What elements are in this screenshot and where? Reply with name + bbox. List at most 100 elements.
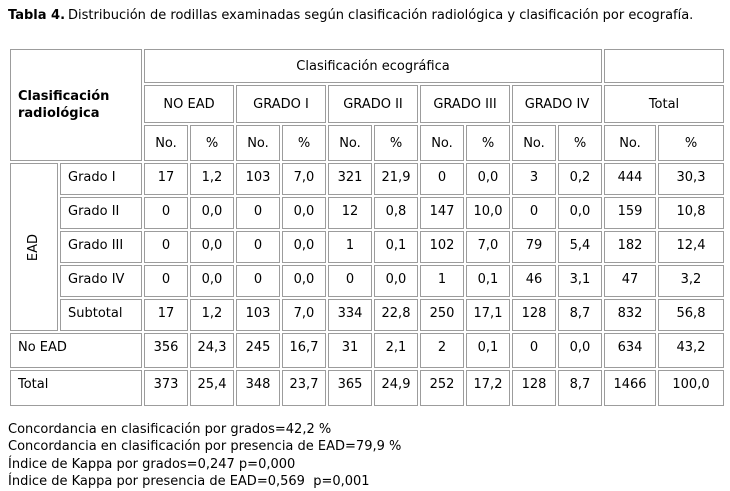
cell: 79: [512, 231, 556, 264]
cell: 321: [328, 163, 372, 196]
cell: 0,1: [466, 265, 510, 298]
cell: 0: [512, 197, 556, 230]
cell: 3,1: [558, 265, 602, 298]
empty-header-cell: [604, 49, 724, 84]
cell: 0: [144, 231, 188, 264]
header-pct: %: [282, 125, 326, 162]
cell: 0,1: [374, 231, 418, 264]
cell: 8,7: [558, 370, 602, 407]
cell: 0,0: [282, 265, 326, 298]
cell: 2,1: [374, 333, 418, 369]
cell: 17,1: [466, 299, 510, 332]
cell: 56,8: [658, 299, 724, 332]
caption-label: Tabla 4.: [8, 8, 66, 23]
footnote-line: Índice de Kappa por presencia de EAD=0,5…: [8, 473, 370, 489]
cell: 0,0: [466, 163, 510, 196]
cell: 100,0: [658, 370, 724, 407]
cell: 128: [512, 299, 556, 332]
cell: 0: [144, 265, 188, 298]
footnote-line: Índice de Kappa por grados=0,247 p=0,000: [8, 456, 296, 472]
header-no: No.: [512, 125, 556, 162]
table-row: No. % No. % No. % No. % No. % No. %: [10, 125, 724, 162]
table-row: Clasificación radiológica Clasificación …: [10, 49, 724, 162]
header-grado-iv: GRADO IV: [512, 85, 602, 124]
cell: 0,0: [558, 197, 602, 230]
cell: 103: [236, 163, 280, 196]
row-label-subtotal: Subtotal: [60, 299, 142, 332]
table-row: EAD Grado I 17 1,2 103 7,0 321 21,9 0 0,…: [10, 163, 724, 332]
cell: 0,0: [374, 265, 418, 298]
cell: 147: [420, 197, 464, 230]
row-label-grado-i: Grado I: [60, 163, 142, 196]
cell: 7,0: [282, 299, 326, 332]
ead-group-header: EAD: [10, 163, 58, 332]
cell: 128: [512, 370, 556, 407]
row-label-no-ead: No EAD: [10, 333, 142, 369]
table-caption: Tabla 4. Distribución de rodillas examina…: [8, 8, 722, 24]
cell: 47: [604, 265, 656, 298]
cell: 250: [420, 299, 464, 332]
header-pct: %: [658, 125, 724, 162]
cell: 373: [144, 370, 188, 407]
cell: 30,3: [658, 163, 724, 196]
cell: 356: [144, 333, 188, 369]
cell: 16,7: [282, 333, 326, 369]
cell: 17: [144, 299, 188, 332]
cell: 17: [144, 163, 188, 196]
cell: 24,3: [190, 333, 234, 369]
cell: 3: [512, 163, 556, 196]
cell: 3,2: [658, 265, 724, 298]
cell: 0: [236, 231, 280, 264]
cell: 21,9: [374, 163, 418, 196]
cell: 24,9: [374, 370, 418, 407]
cell: 1: [328, 231, 372, 264]
footnotes: Concordancia en clasificación por grados…: [8, 421, 730, 490]
footnote-line: Concordancia en clasificación por grados…: [8, 422, 332, 438]
cell: 832: [604, 299, 656, 332]
header-grado-i: GRADO I: [236, 85, 326, 124]
header-clasificacion-ecografica: Clasificación ecográfica: [144, 49, 602, 84]
row-label-grado-iv: Grado IV: [60, 265, 142, 298]
row-label-grado-iii: Grado III: [60, 231, 142, 264]
cell: 334: [328, 299, 372, 332]
corner-header-clasificacion-radiologica: Clasificación radiológica: [10, 49, 142, 162]
header-total: Total: [604, 85, 724, 124]
ead-vertical-label: EAD: [26, 233, 42, 261]
cell: 0,0: [190, 231, 234, 264]
cell: 0,1: [466, 333, 510, 369]
table-row: Grado IV 0 0,0 0 0,0 0 0,0 1 0,1 46 3,1 …: [10, 265, 724, 298]
cell: 12,4: [658, 231, 724, 264]
cell: 103: [236, 299, 280, 332]
cell: 10,0: [466, 197, 510, 230]
cell: 8,7: [558, 299, 602, 332]
cell: 25,4: [190, 370, 234, 407]
cell: 1466: [604, 370, 656, 407]
header-pct: %: [466, 125, 510, 162]
cell: 0: [420, 163, 464, 196]
cell: 0: [144, 197, 188, 230]
cell: 1,2: [190, 163, 234, 196]
cell: 0,0: [282, 197, 326, 230]
cell: 46: [512, 265, 556, 298]
row-label-total: Total: [10, 370, 142, 407]
cell: 0,8: [374, 197, 418, 230]
cell: 252: [420, 370, 464, 407]
cell: 0,0: [190, 265, 234, 298]
caption-text: Distribución de rodillas examinadas segú…: [68, 8, 694, 23]
cell: 0: [512, 333, 556, 369]
cell: 31: [328, 333, 372, 369]
header-no: No.: [420, 125, 464, 162]
cell: 12: [328, 197, 372, 230]
header-no: No.: [144, 125, 188, 162]
cell: 10,8: [658, 197, 724, 230]
cell: 0: [328, 265, 372, 298]
cell: 0,0: [282, 231, 326, 264]
cell: 0,0: [190, 197, 234, 230]
cell: 7,0: [466, 231, 510, 264]
cell: 182: [604, 231, 656, 264]
cell: 43,2: [658, 333, 724, 369]
table-row: Grado II 0 0,0 0 0,0 12 0,8 147 10,0 0 0…: [10, 197, 724, 230]
header-no: No.: [328, 125, 372, 162]
cell: 245: [236, 333, 280, 369]
